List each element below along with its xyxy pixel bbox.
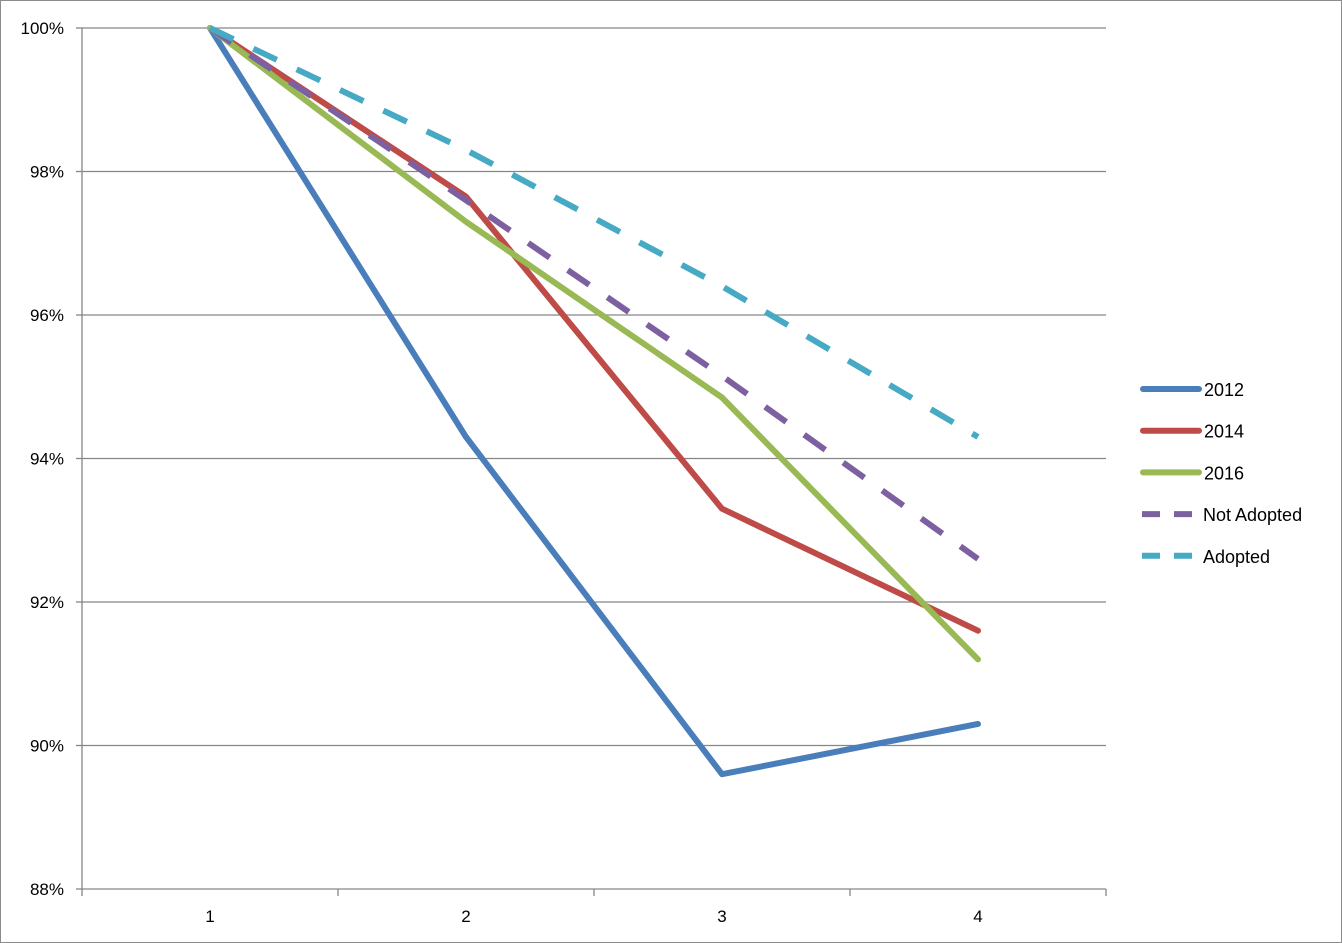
y-tick-label: 98% bbox=[30, 163, 64, 182]
y-tick-label: 92% bbox=[30, 593, 64, 612]
series-line-not-adopted bbox=[208, 25, 980, 562]
series-line-2012 bbox=[207, 25, 981, 778]
x-tick-label: 1 bbox=[205, 907, 214, 926]
x-tick-label: 4 bbox=[973, 907, 982, 926]
series-line-2016 bbox=[207, 25, 981, 663]
x-tick-label: 2 bbox=[461, 907, 470, 926]
legend-label: Not Adopted bbox=[1203, 505, 1302, 525]
y-tick-label: 94% bbox=[30, 450, 64, 469]
y-tick-label: 90% bbox=[30, 737, 64, 756]
legend-label: 2016 bbox=[1204, 463, 1244, 483]
legend-label: 2012 bbox=[1204, 380, 1244, 400]
gridlines bbox=[82, 27, 1106, 747]
legend-item: 2016 bbox=[1140, 463, 1244, 483]
legend-item: Not Adopted bbox=[1142, 505, 1302, 525]
series-lines bbox=[207, 25, 981, 778]
y-tick-label: 96% bbox=[30, 306, 64, 325]
legend-item: 2014 bbox=[1140, 422, 1244, 442]
legend-item: 2012 bbox=[1140, 380, 1244, 400]
legend: 2012 2014 2016 Not Adopted Adopted bbox=[1140, 380, 1302, 567]
legend-label: 2014 bbox=[1204, 422, 1244, 442]
legend-label: Adopted bbox=[1203, 547, 1270, 567]
y-tick-label: 100% bbox=[21, 19, 64, 38]
x-tick-label: 3 bbox=[717, 907, 726, 926]
series-line-adopted bbox=[208, 25, 980, 440]
axes: 88% 90% 92% 94% 96% 98% 100% 1 2 3 4 bbox=[21, 19, 1107, 926]
legend-item: Adopted bbox=[1142, 547, 1270, 567]
y-tick-label: 88% bbox=[30, 880, 64, 899]
